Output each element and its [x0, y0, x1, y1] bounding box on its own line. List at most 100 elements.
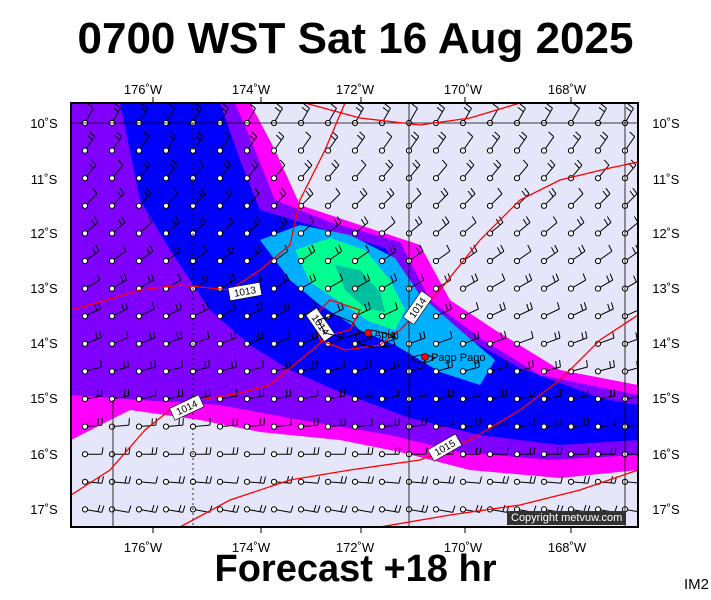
wind-station-dot: [135, 257, 143, 265]
wind-barb-flag: [228, 216, 234, 223]
wind-barb-flag: [382, 107, 389, 113]
wind-barb-flag: [173, 247, 178, 254]
wind-barb-flag: [262, 359, 264, 368]
wind-barb-flag: [629, 131, 636, 138]
wind-station-dot: [216, 368, 224, 375]
wind-barb-flag: [232, 302, 236, 310]
wind-barb-flag: [642, 447, 643, 454]
wind-barb-flag: [529, 447, 532, 455]
wind-barb-flag: [251, 131, 258, 138]
wind-station-dot: [270, 451, 278, 458]
wind-barb-flag: [425, 447, 428, 455]
wind-station-dot: [324, 506, 332, 513]
wind-station-dot: [135, 230, 143, 237]
wind-barb-flag: [95, 332, 98, 340]
wind-barb-flag: [441, 159, 448, 166]
wind-barb-flag: [525, 216, 531, 223]
wind-station-dot: [540, 423, 548, 430]
wind-barb-flag: [301, 107, 308, 113]
wind-station-dot: [459, 230, 467, 237]
wind-barb-flag: [317, 476, 321, 484]
wind-station-dot: [540, 230, 548, 237]
wind-barb-flag: [180, 331, 183, 339]
lon-label-172w-bottom: 172˚W: [336, 540, 375, 555]
wind-barb-flag: [608, 244, 613, 252]
wind-barb-flag: [441, 218, 447, 226]
wind-station-dot: [351, 368, 359, 375]
wind-barb-flag: [154, 359, 156, 368]
wind-barb-flag: [371, 476, 375, 484]
wind-station-dot: [108, 368, 116, 375]
wind-barb-flag: [526, 303, 530, 311]
wind-station-dot: [513, 257, 521, 265]
wind-barb-flag: [425, 505, 429, 513]
wind-station-dot: [459, 202, 467, 209]
wind-barb-flag: [274, 107, 281, 113]
wind-barb-flag: [506, 447, 509, 455]
wind-station-dot: [297, 478, 305, 485]
wind-barb-flag: [195, 103, 202, 109]
wind-station-dot: [378, 451, 386, 458]
wind-barb-flag: [178, 302, 182, 310]
forecast-label: Forecast +18 hr: [214, 548, 497, 590]
wind-barb-flag: [198, 159, 205, 166]
wind-barb-flag: [467, 131, 474, 138]
wind-barb-flag: [330, 103, 337, 109]
lon-label-176w-bottom: 176˚W: [124, 540, 163, 555]
wind-barb-flag: [606, 216, 612, 223]
wind-barb-flag: [573, 103, 580, 109]
wind-barb-flag: [416, 247, 421, 254]
wind-station-dot: [378, 285, 386, 292]
wind-barb-flag: [365, 244, 370, 252]
wind-barb-flag: [495, 159, 502, 166]
wind-barb-flag: [150, 361, 153, 369]
wind-barb-flag: [605, 187, 611, 195]
wind-barb-flag: [312, 273, 317, 281]
wind-barb-flag: [419, 332, 422, 340]
wind-station-dot: [351, 395, 359, 403]
wind-barb-flag: [370, 359, 372, 368]
wind-barb-flag: [276, 103, 283, 109]
wind-station-dot: [243, 340, 251, 347]
wind-barb-flag: [451, 359, 453, 368]
wind-barb-flag: [182, 476, 186, 484]
wind-station-dot: [486, 175, 494, 182]
wind-station-dot: [513, 368, 521, 375]
town-label-pago-pago: Pago Pago: [431, 352, 485, 364]
wind-barb-flag: [447, 273, 452, 281]
wind-barb-flag: [147, 275, 151, 283]
wind-station-dot: [108, 423, 116, 430]
wind-barb-flag: [394, 504, 398, 512]
wind-barb-flag: [548, 131, 555, 138]
bottom-longitude-labels: 176˚W 174˚W 172˚W 170˚W 168˚W: [124, 540, 587, 555]
wind-barb-flag: [386, 131, 393, 138]
wind-barb-flag: [340, 476, 344, 484]
wind-barb-flag: [97, 302, 101, 310]
wind-station-dot: [270, 175, 278, 182]
lat-label-14s-left: 14˚S: [30, 336, 58, 351]
wind-barb-flag: [525, 275, 529, 283]
lat-label-17s-left: 17˚S: [30, 502, 58, 517]
wind-station-dot: [594, 147, 602, 154]
wind-barb-flag: [583, 504, 587, 512]
wind-barb-flag: [230, 244, 235, 252]
wind-barb-flag: [254, 247, 259, 254]
wind-barb-flag: [95, 244, 100, 252]
wind-barb-flag: [220, 107, 227, 113]
wind-barb-flag: [357, 134, 363, 141]
wind-barb-flag: [309, 216, 315, 223]
wind-barb-flag: [256, 303, 260, 311]
wind-barb-flag: [309, 275, 313, 283]
wind-station-dot: [243, 202, 251, 209]
wind-station-dot: [351, 423, 359, 430]
wind-station-dot: [81, 285, 89, 292]
wind-barb-flag: [413, 131, 420, 138]
wind-barb-flag: [411, 134, 417, 141]
town-label-apia: Apia: [374, 329, 397, 341]
wind-station-dot: [459, 423, 467, 430]
wind-barb-flag: [176, 244, 181, 252]
wind-barb-flag: [151, 447, 154, 455]
wind-barb-flag: [149, 244, 154, 252]
wind-barb-flag: [524, 187, 530, 195]
wind-barb-flag: [236, 476, 240, 484]
